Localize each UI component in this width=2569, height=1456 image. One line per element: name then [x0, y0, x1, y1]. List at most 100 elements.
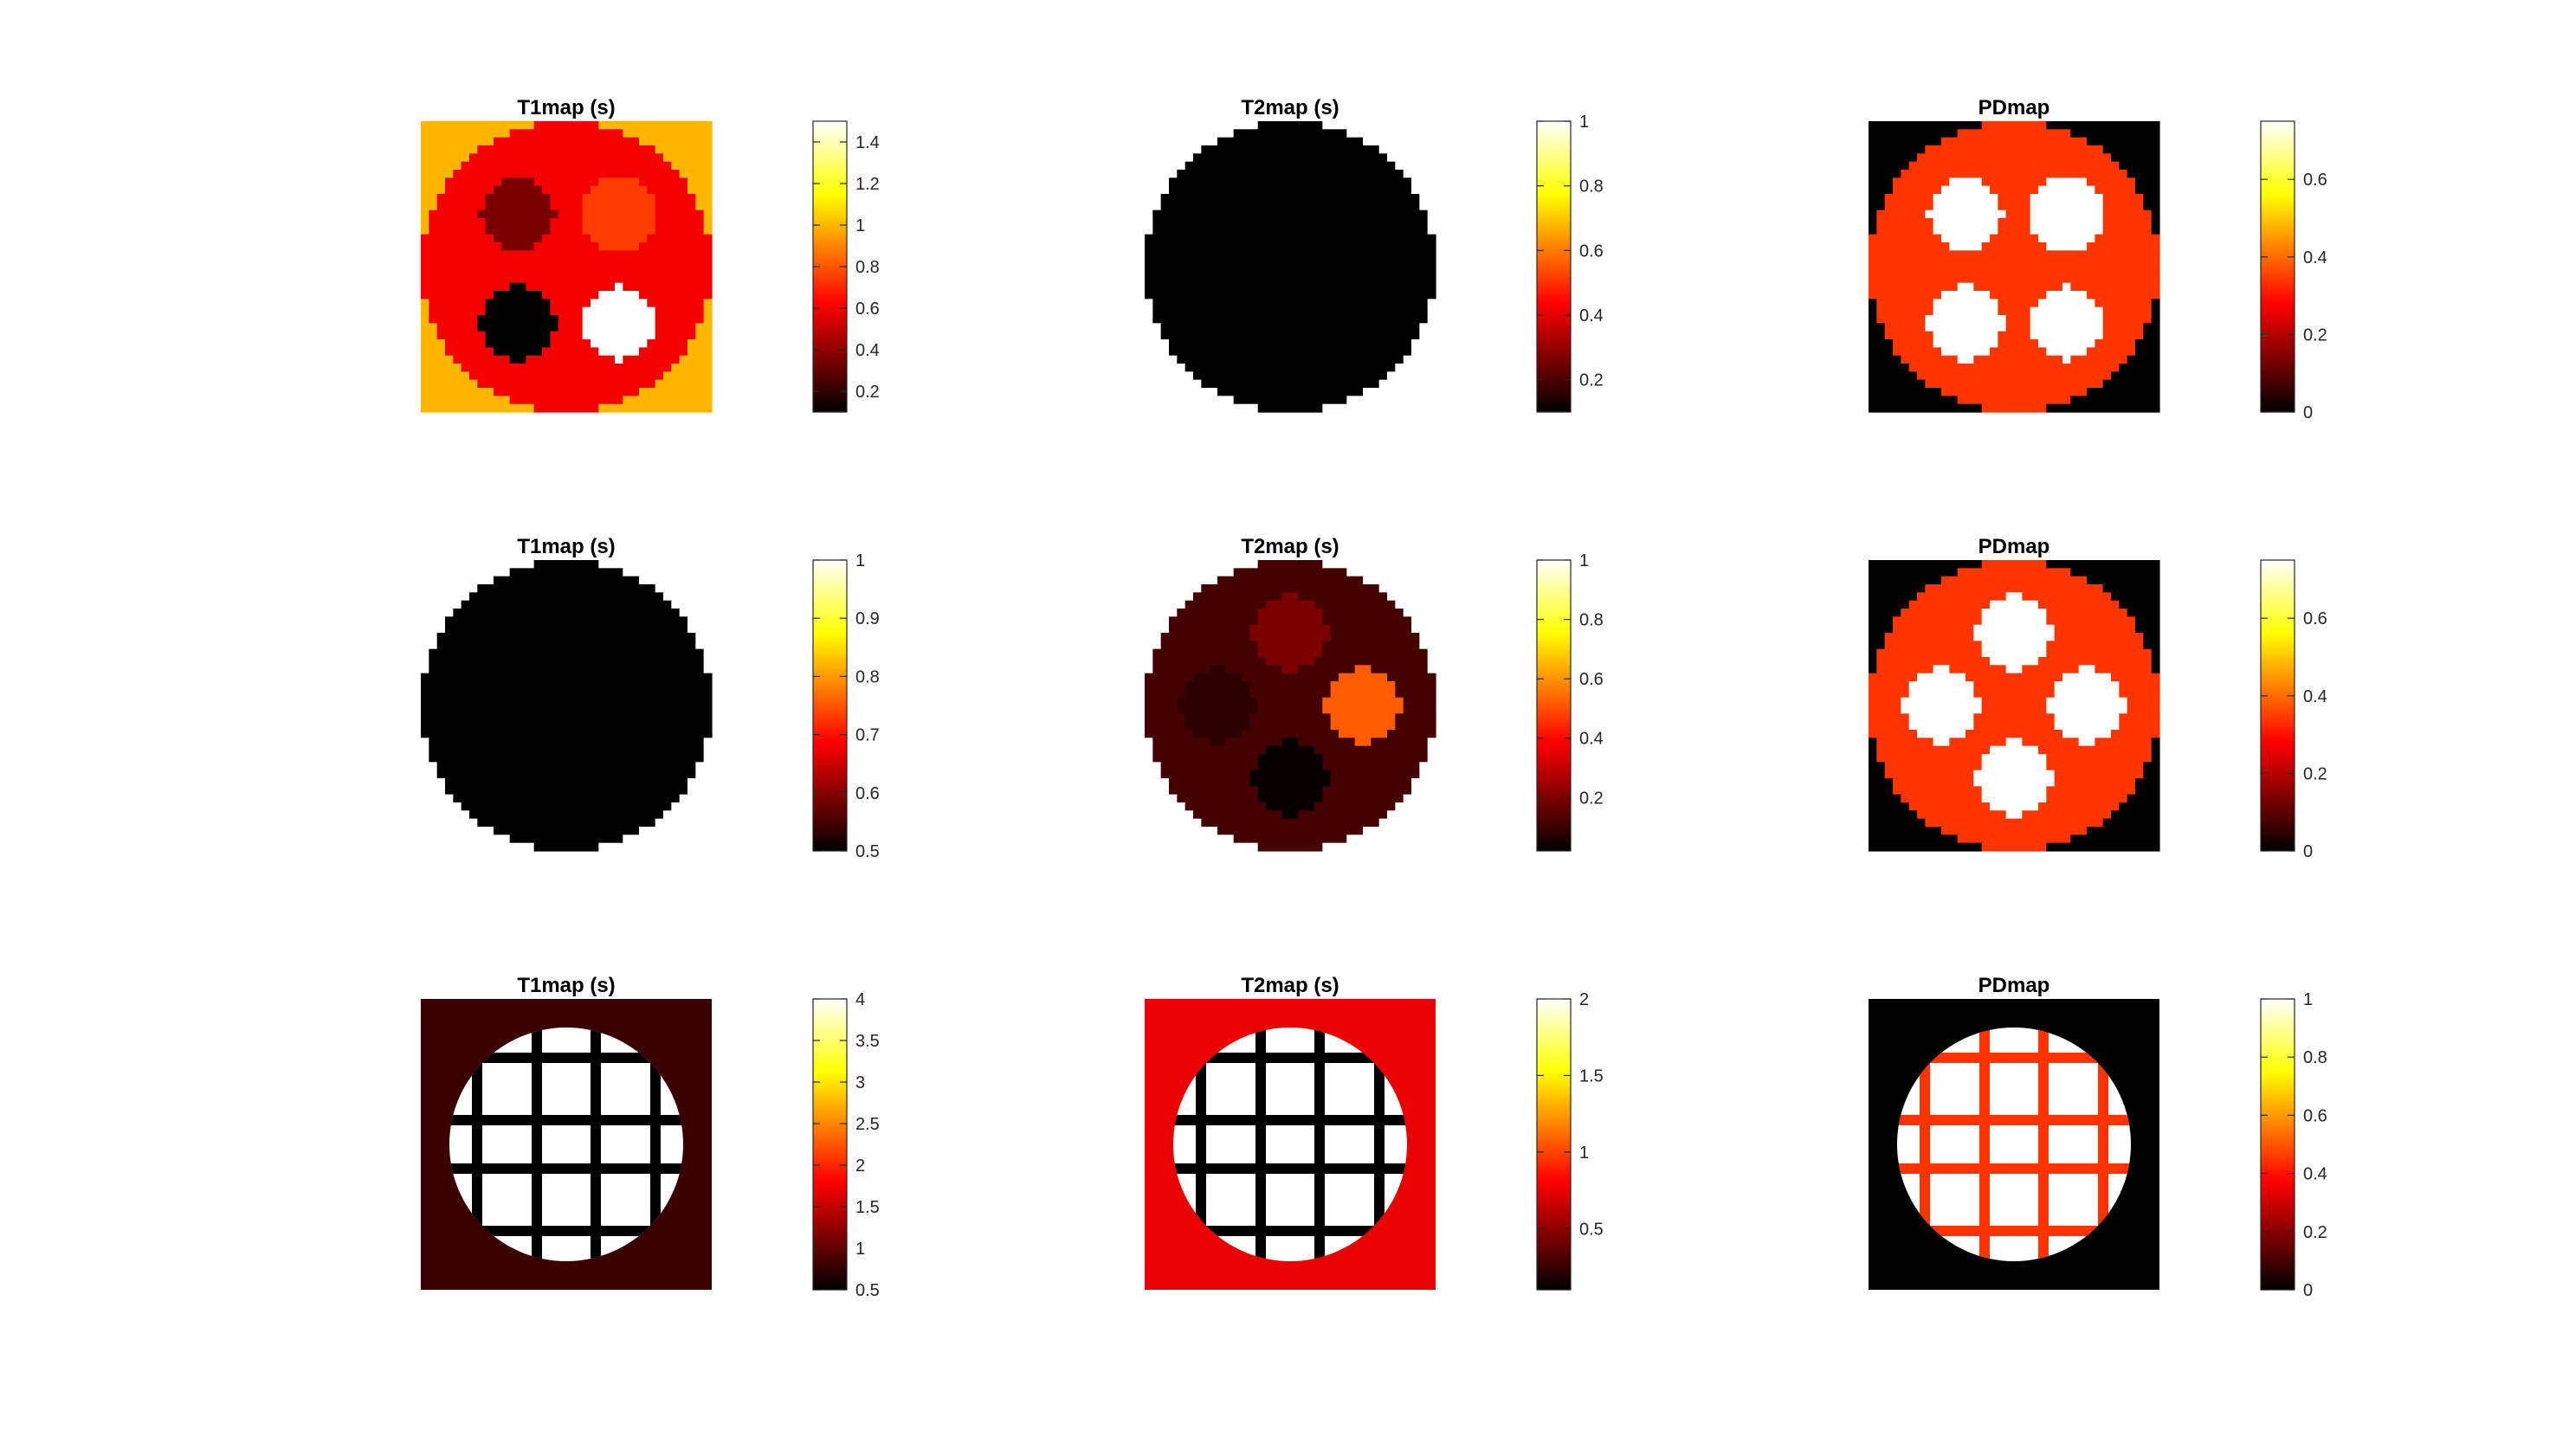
- heatmap-pixel-run: [421, 641, 438, 650]
- heatmap-pixel-run: [2135, 177, 2160, 187]
- heatmap-pixel-run: [1941, 827, 2088, 835]
- heatmap-pixel-run: [1145, 827, 1218, 835]
- colorbar-gradient: [1537, 121, 1571, 412]
- heatmap-pixel-run: [663, 371, 713, 381]
- heatmap-pixel-run: [1965, 673, 2063, 682]
- heatmap-pixel-run: [1411, 347, 1436, 357]
- heatmap-pixel-run: [1322, 762, 1420, 771]
- heatmap-pixel-run: [1249, 624, 1332, 634]
- heatmap-pixel-run: [2135, 347, 2160, 357]
- heatmap-pixel-run: [1876, 665, 1934, 674]
- heatmap-pixel-run: [2030, 226, 2104, 235]
- colorbar: 0 0.2 0.4 0.6 0.8 1: [2260, 990, 2327, 1300]
- heatmap-pixel-run: [1933, 194, 1998, 203]
- heatmap-pixel-run: [1169, 786, 1259, 796]
- heatmap-pixel-run: [1869, 827, 1942, 835]
- heatmap-pixel-run: [1387, 810, 1436, 820]
- heatmap-pixel-run: [2151, 665, 2160, 674]
- heatmap-pixel-run: [1933, 226, 1998, 235]
- heatmap-pixel-run: [2111, 153, 2160, 163]
- heatmap-pixel-run: [2046, 648, 2153, 658]
- heatmap-pixel-run: [1339, 673, 1388, 682]
- heatmap-pixel-run: [2030, 323, 2104, 332]
- heatmap-pixel-run: [421, 185, 446, 195]
- heatmap-pixel-run: [429, 315, 478, 324]
- heatmap-pixel-run: [2143, 323, 2160, 332]
- heatmap-pixel-run: [1876, 226, 1934, 235]
- heatmap-pixel-run: [1193, 673, 1243, 682]
- heatmap-pixel-run: [1184, 721, 1250, 731]
- colorbar-frame: [812, 559, 848, 852]
- heatmap-pixel-run: [1242, 673, 1339, 682]
- heatmap-pixel-run: [1869, 347, 1894, 357]
- heatmap-pixel-run: [1869, 209, 1877, 219]
- heatmap-pixel-run: [1145, 242, 1436, 251]
- heatmap-pixel-run: [1933, 299, 1998, 308]
- heatmap-pixel-run: [1901, 705, 1983, 714]
- heatmap-pixel-run: [1177, 355, 1404, 364]
- heatmap-pixel-run: [1869, 226, 1877, 235]
- heatmap-pixel-run: [2046, 403, 2160, 413]
- heatmap-pixel-run: [2151, 209, 2160, 219]
- heatmap-disk: [1897, 1028, 2131, 1261]
- panel-1: T1map (s) 0.2 0.4 0.6 0.8 1 1.2 1.4: [421, 96, 880, 413]
- heatmap-pixel-run: [1314, 600, 1396, 609]
- heatmap-pixel-run: [1411, 177, 1436, 187]
- heatmap-pixel-run: [2087, 576, 2160, 585]
- heatmap-pixel-run: [598, 291, 640, 300]
- heatmap-pixel-run: [1363, 576, 1436, 585]
- heatmap-image: [1869, 560, 2160, 852]
- heatmap-pixel-run: [1378, 145, 1436, 154]
- heatmap-pixel-run: [1184, 802, 1267, 811]
- heatmap-pixel-run: [421, 379, 478, 389]
- panel-9: PDmap 0 0.2 0.4 0.6 0.8 1: [1869, 974, 2327, 1300]
- heatmap-pixel-run: [1257, 641, 1323, 650]
- heatmap-pixel-run: [1403, 355, 1436, 364]
- heatmap-pixel-run: [1869, 705, 1901, 714]
- heatmap-pixel-run: [1876, 209, 1926, 219]
- heatmap-pixel-run: [2135, 778, 2160, 787]
- heatmap-pixel-run: [2102, 315, 2153, 324]
- heatmap-pixel-run: [1160, 770, 1250, 779]
- heatmap-pixel-run: [1145, 282, 1436, 292]
- heatmap-pixel-run: [655, 145, 713, 154]
- heatmap-pixel-run: [703, 299, 713, 308]
- heatmap-pixel-run: [1981, 762, 2047, 771]
- heatmap-pixel-run: [2143, 331, 2160, 340]
- grid-line-horizontal: [449, 1163, 683, 1174]
- colorbar: 0.2 0.4 0.6 0.8 1 1.2 1.4: [812, 120, 880, 413]
- heatmap-pixel-run: [2127, 794, 2160, 803]
- heatmap-pixel-run: [1217, 388, 1364, 396]
- heatmap-pixel-run: [1998, 331, 2031, 340]
- heatmap-pixel-run: [1145, 379, 1202, 389]
- heatmap-pixel-run: [1281, 592, 1299, 602]
- heatmap-pixel-run: [421, 730, 713, 738]
- panel-7: T1map (s) 0.5 1 1.5 2 2.5 3 3.5 4: [421, 974, 880, 1300]
- heatmap-pixel-run: [1998, 339, 2039, 348]
- heatmap-pixel-run: [421, 818, 478, 828]
- heatmap-pixel-run: [1981, 648, 2047, 658]
- heatmap-pixel-run: [1395, 364, 1436, 372]
- heatmap-pixel-run: [421, 738, 429, 747]
- colorbar-tick-label: 0.4: [2303, 1165, 2327, 1184]
- heatmap-pixel-run: [509, 396, 623, 405]
- heatmap-pixel-run: [421, 568, 511, 577]
- heatmap-pixel-run: [1908, 600, 1991, 609]
- heatmap-pixel-run: [1225, 738, 1283, 747]
- heatmap-pixel-run: [655, 331, 696, 340]
- heatmap-pixel-run: [1965, 730, 2063, 738]
- colorbar-tick-label: 1.4: [855, 133, 880, 152]
- heatmap-pixel-run: [1990, 234, 2039, 243]
- heatmap-pixel-run: [655, 209, 705, 219]
- heatmap-pixel-run: [2005, 315, 2031, 324]
- heatmap-pixel-run: [494, 234, 543, 243]
- colorbar-frame: [2260, 120, 2295, 413]
- heatmap-pixel-run: [421, 371, 470, 381]
- heatmap-pixel-run: [1869, 234, 1942, 243]
- heatmap-pixel-run: [1925, 818, 2104, 828]
- heatmap-pixel-run: [2111, 673, 2160, 682]
- heatmap-pixel-run: [1884, 770, 1974, 779]
- heatmap-pixel-run: [1884, 641, 1983, 650]
- heatmap-pixel-run: [494, 291, 543, 300]
- heatmap-pixel-run: [2087, 827, 2160, 835]
